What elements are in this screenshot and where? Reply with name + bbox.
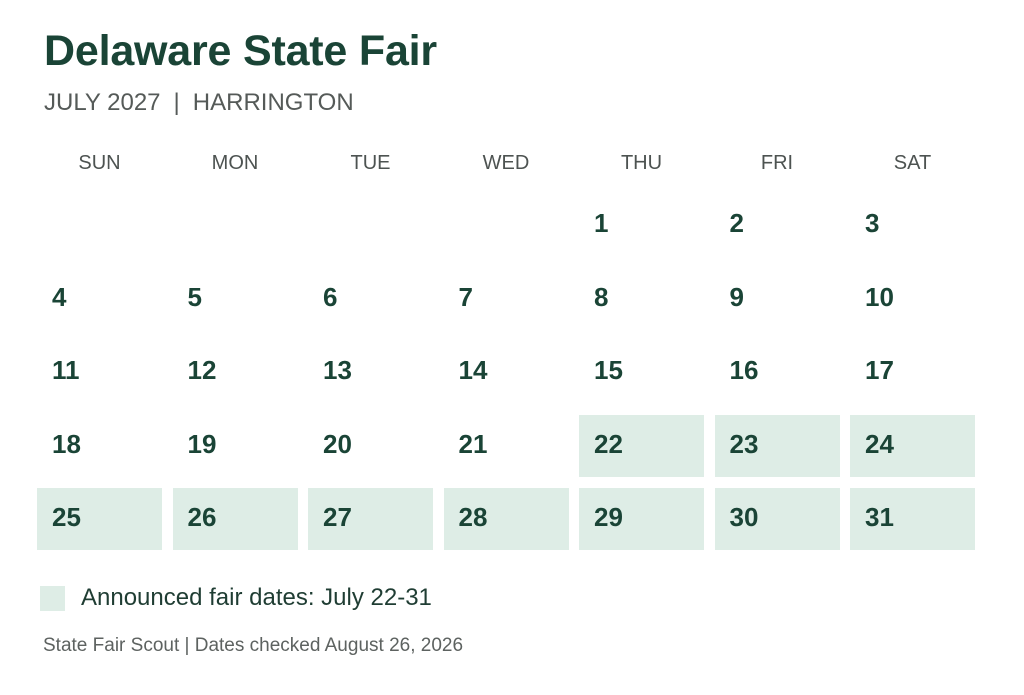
weekday-header-row: SUN MON TUE WED THU FRI SAT	[37, 152, 981, 178]
calendar-day-25: 25	[37, 488, 162, 550]
calendar-day-30: 30	[714, 488, 840, 550]
calendar-day-24: 24	[850, 414, 975, 477]
calendar-day-1: 1	[594, 208, 609, 238]
calendar-day-22: 22	[579, 414, 704, 477]
subtitle: JULY 2027 | HARRINGTON	[44, 89, 354, 117]
month-year-label: JULY 2027	[44, 89, 161, 116]
calendar-day-21: 21	[458, 428, 488, 459]
calendar-day-31: 31	[850, 488, 975, 550]
calendar-day-4: 4	[52, 281, 67, 312]
location-label: HARRINGTON	[192, 89, 354, 116]
page-title: Delaware State Fair	[44, 27, 437, 75]
source-footer: State Fair Scout | Dates checked August …	[43, 635, 464, 656]
weekday-wed: WED	[482, 152, 530, 174]
calendar-day-17: 17	[865, 355, 894, 385]
weekday-sun: SUN	[78, 152, 121, 174]
calendar-day-29: 29	[579, 488, 704, 550]
calendar-day-10: 10	[865, 281, 894, 312]
weekday-sat: SAT	[893, 152, 932, 174]
calendar-day-26: 26	[172, 488, 298, 550]
calendar-day-19: 19	[187, 428, 217, 459]
calendar-day-3: 3	[865, 208, 880, 238]
calendar-day-27: 27	[308, 488, 433, 550]
legend-swatch	[40, 586, 65, 611]
calendar-day-5: 5	[187, 281, 202, 312]
calendar-day-13: 13	[323, 355, 352, 385]
calendar-day-7: 7	[458, 281, 473, 312]
legend-label: Announced fair dates: July 22-31	[81, 584, 432, 611]
calendar-day-6: 6	[323, 281, 338, 312]
calendar-day-2: 2	[729, 208, 744, 238]
calendar-day-20: 20	[323, 428, 352, 459]
calendar-grid: 1 2 3 4 5 6 7 8 9 10 11 12 13 14 15 16 17 18 19 20 21 22 23 24 2…	[37, 194, 981, 554]
weekday-mon: MON	[211, 152, 259, 174]
weekday-thu: THU	[620, 152, 663, 174]
calendar-day-9: 9	[729, 281, 744, 312]
calendar-day-8: 8	[594, 281, 609, 312]
subtitle-separator: |	[173, 89, 180, 116]
calendar-day-28: 28	[443, 488, 569, 550]
calendar-day-15: 15	[594, 355, 623, 385]
calendar-day-14: 14	[458, 355, 488, 385]
weekday-tue: TUE	[350, 152, 391, 174]
calendar-day-16: 16	[729, 355, 759, 385]
calendar-day-11: 11	[52, 355, 80, 385]
calendar-day-12: 12	[187, 355, 217, 385]
calendar-day-18: 18	[52, 428, 81, 459]
weekday-fri: FRI	[760, 152, 794, 174]
calendar-day-23: 23	[714, 414, 840, 477]
